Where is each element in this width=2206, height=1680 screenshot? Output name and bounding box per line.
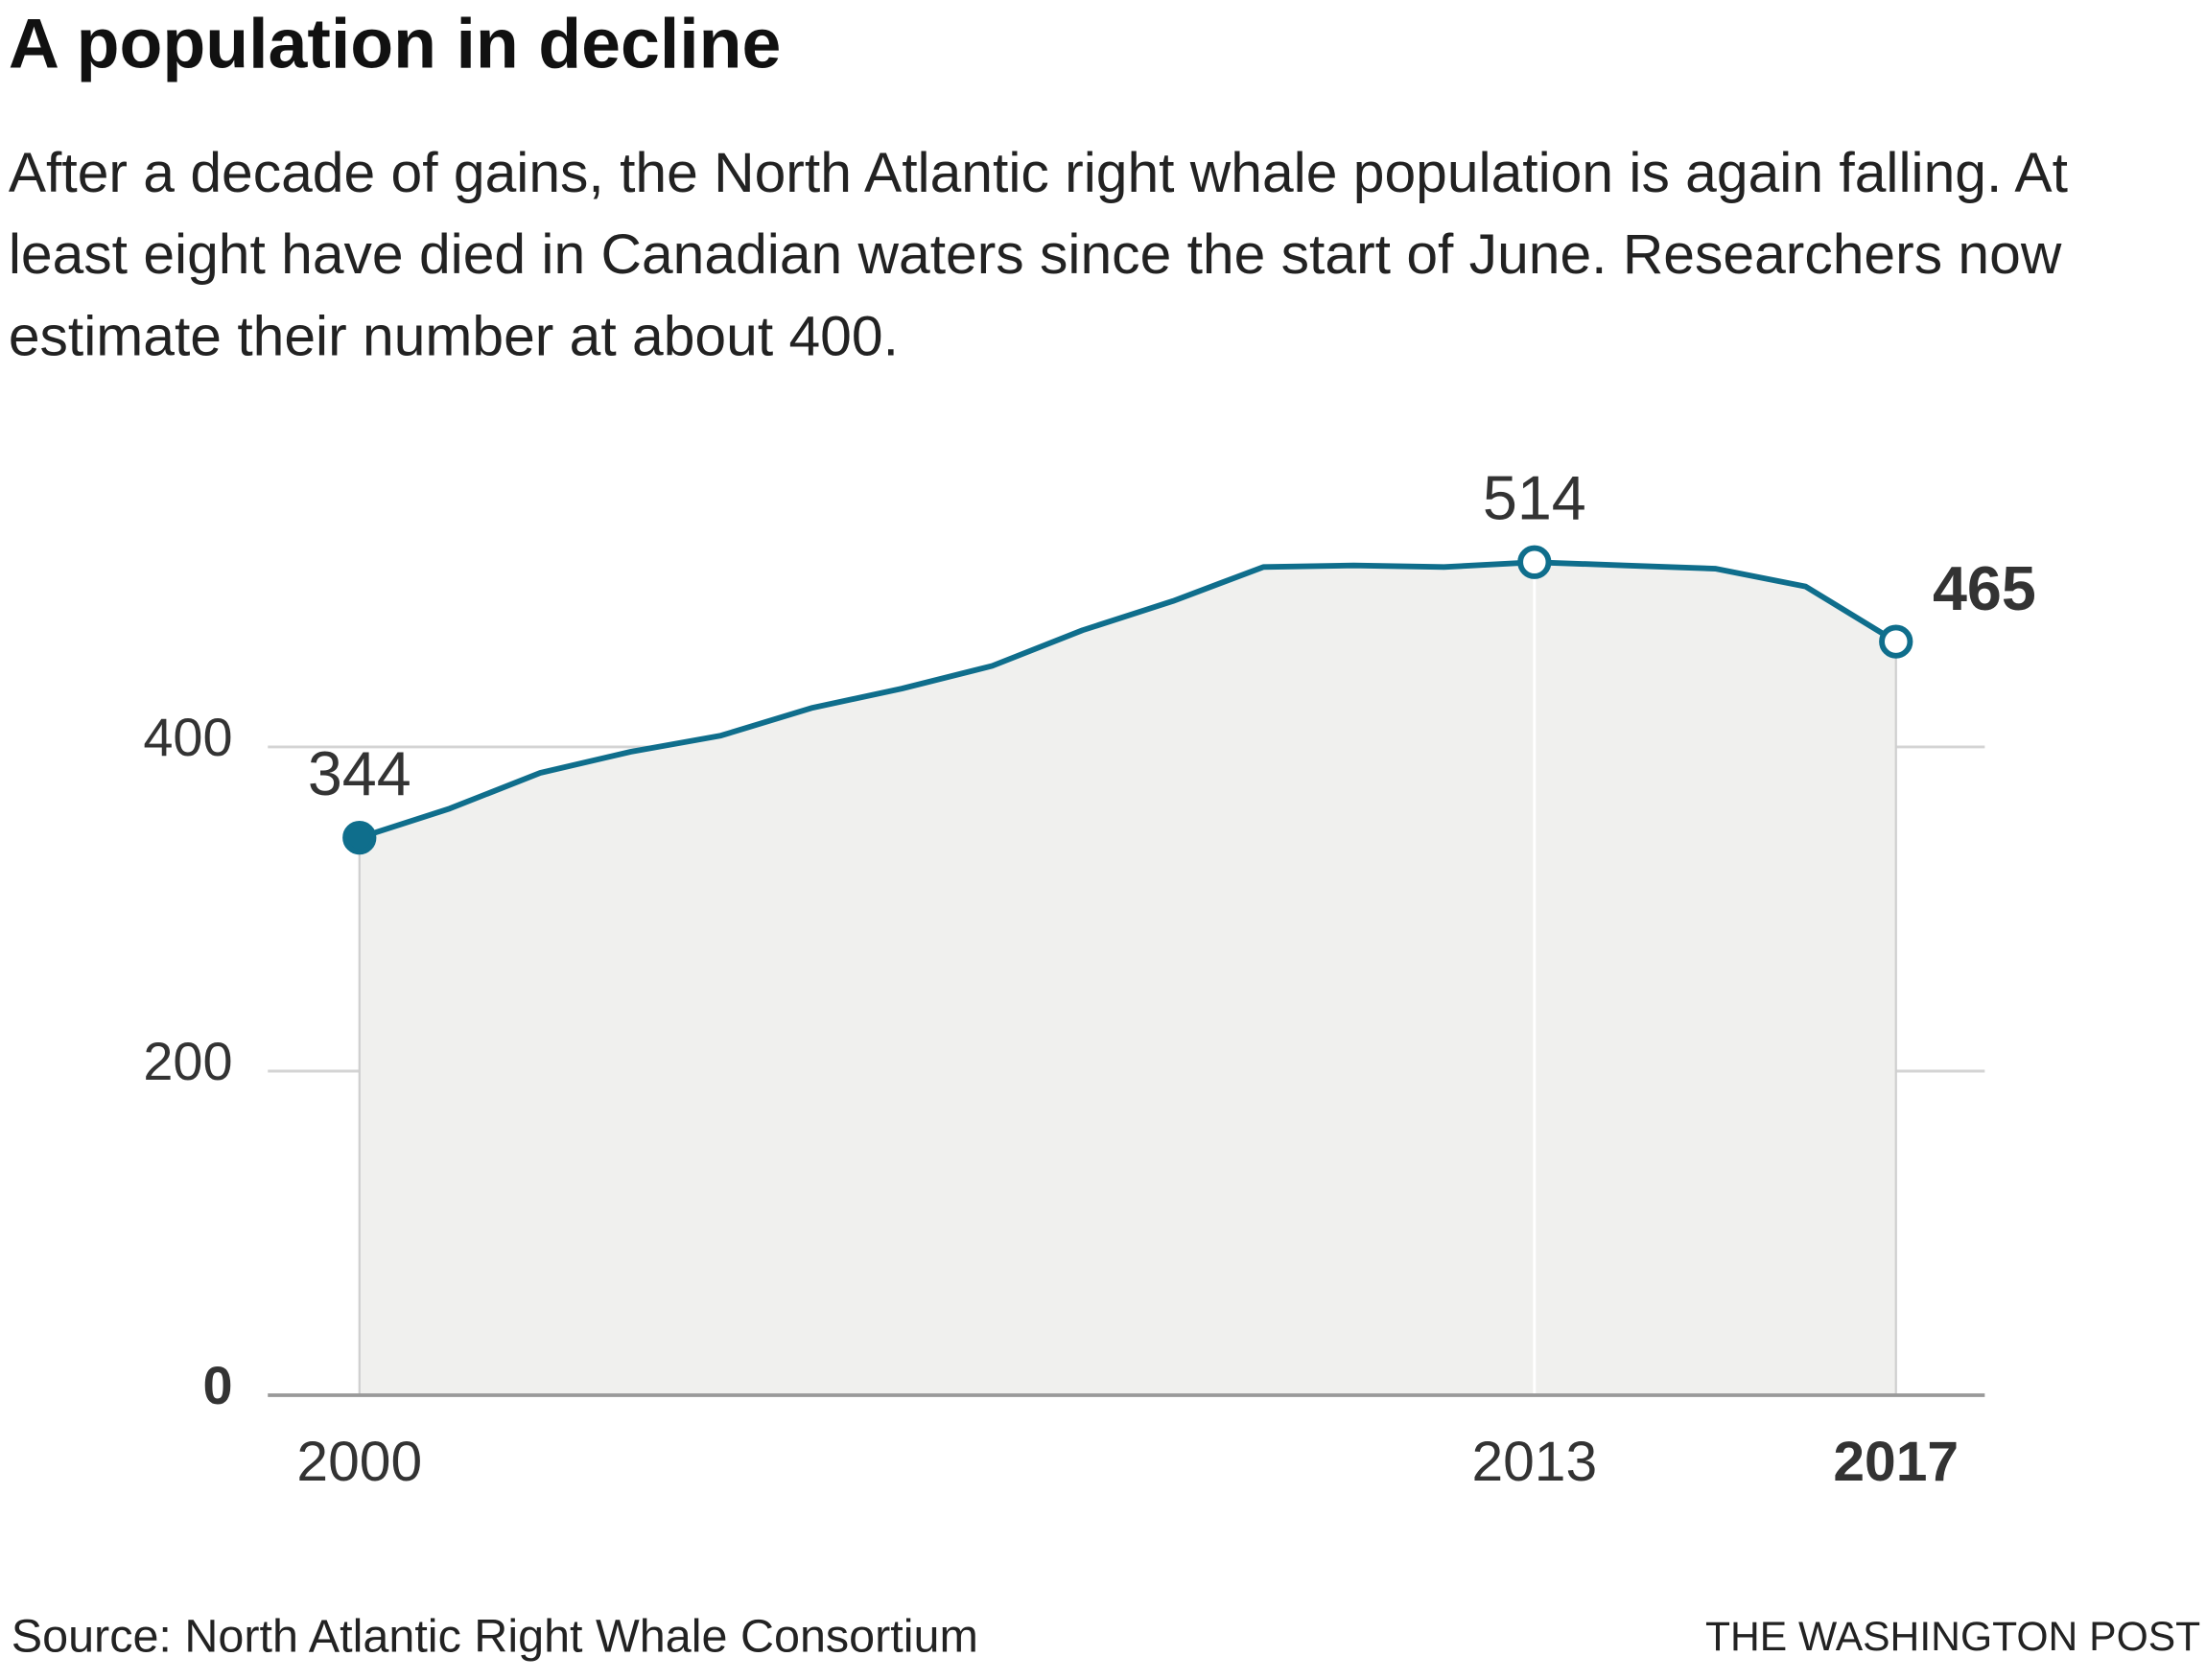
- y-tick-label: 0: [202, 1355, 232, 1415]
- data-point: [1879, 624, 1913, 659]
- data-label: 514: [1483, 463, 1586, 533]
- source-note: Source: North Atlantic Right Whale Conso…: [11, 1609, 978, 1662]
- area: [359, 562, 1896, 1396]
- data-label: 465: [1933, 553, 2036, 623]
- y-tick-label: 400: [143, 707, 232, 767]
- x-tick-label: 2000: [296, 1431, 422, 1493]
- data-label: 344: [308, 738, 411, 808]
- chart-subtitle: After a decade of gains, the North Atlan…: [8, 142, 2068, 368]
- chart-title: A population in decline: [8, 4, 782, 83]
- x-tick-label: 2017: [1833, 1431, 1959, 1493]
- line: [358, 559, 1898, 841]
- y-tick-label: 200: [143, 1031, 232, 1091]
- data-point: [342, 820, 377, 855]
- x-tick-label: 2013: [1471, 1431, 1597, 1493]
- credit: THE WASHINGTON POST: [1704, 1615, 2201, 1661]
- data-point: [1517, 545, 1552, 579]
